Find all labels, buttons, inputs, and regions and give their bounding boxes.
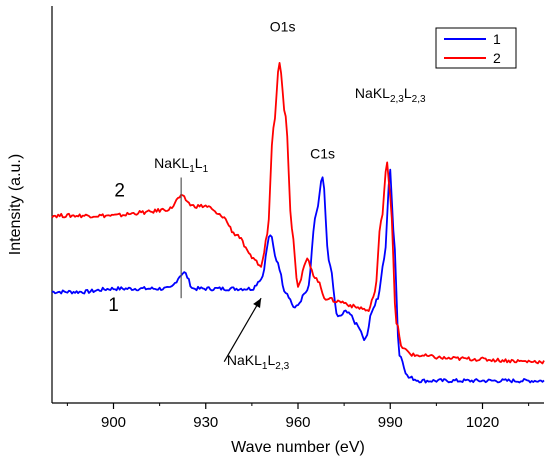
arrow-head — [253, 298, 262, 308]
peak-label-part: L — [404, 85, 412, 101]
x-tick-label: 930 — [193, 414, 218, 431]
legend-box — [435, 27, 517, 69]
x-tick-label: 1020 — [466, 414, 499, 431]
peak-label-part: L — [267, 352, 275, 368]
peak-label-part: 1 — [203, 164, 209, 175]
peak-label-part: 2,3 — [412, 94, 426, 105]
x-tick-label: 900 — [101, 414, 126, 431]
peak-label-part: NaKL — [154, 155, 189, 171]
peak-label: C1s — [310, 145, 335, 161]
nakl1l23-arrow — [223, 297, 262, 363]
legend-label: 2 — [493, 50, 501, 66]
peak-label: NaKL1L1 — [154, 155, 208, 175]
x-axis-title: Wave number (eV) — [231, 439, 365, 456]
curve-labels: 21 — [108, 181, 125, 316]
legend-items: 12 — [444, 31, 501, 66]
peak-label-part: 1 — [262, 361, 268, 372]
peak-label-part: NaKL — [355, 85, 390, 101]
x-tick-label: 960 — [285, 414, 310, 431]
legend: 12 — [435, 27, 517, 69]
peak-label: NaKL2,3L2,3 — [355, 85, 426, 105]
peak-label: O1s — [270, 18, 296, 34]
series-1-line — [51, 168, 545, 384]
curve-label: 2 — [114, 181, 125, 202]
legend-label: 1 — [493, 31, 501, 47]
peak-label-part: 2,3 — [275, 361, 289, 372]
series-layer — [51, 62, 545, 384]
x-tick-label: 990 — [378, 414, 403, 431]
curve-label: 1 — [108, 295, 119, 316]
series-2-line — [51, 62, 545, 365]
peak-label-part: 2,3 — [390, 94, 404, 105]
plot-area: 900 930 960 990 1020 O1sC1sNaKL1L1NaKL2,3L2,… — [51, 6, 545, 431]
peak-label-part: L — [195, 155, 203, 171]
x-ticks: 900 930 960 990 1020 — [66, 403, 530, 431]
peak-label-part: 1 — [189, 164, 195, 175]
peak-label-part: NaKL — [227, 352, 262, 368]
peak-label: NaKL1L2,3 — [227, 352, 290, 372]
y-axis-title: Intensity (a.u.) — [7, 154, 24, 255]
